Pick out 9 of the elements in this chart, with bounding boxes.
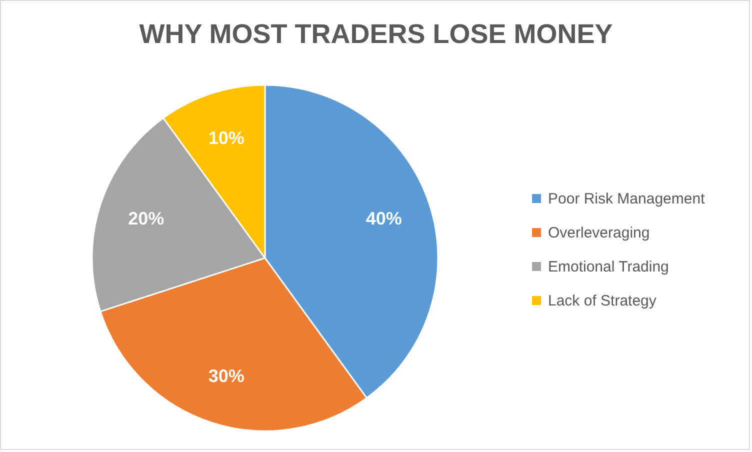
legend-label: Emotional Trading	[548, 258, 669, 276]
data-label: 10%	[208, 128, 244, 148]
data-label: 30%	[208, 366, 244, 386]
legend-label: Poor Risk Management	[548, 190, 706, 208]
legend-label: Overleveraging	[548, 224, 650, 242]
legend-label: Lack of Strategy	[548, 292, 657, 310]
chart-title: WHY MOST TRADERS LOSE MONEY	[139, 19, 613, 49]
data-label: 20%	[128, 208, 164, 228]
data-label: 40%	[366, 208, 402, 228]
